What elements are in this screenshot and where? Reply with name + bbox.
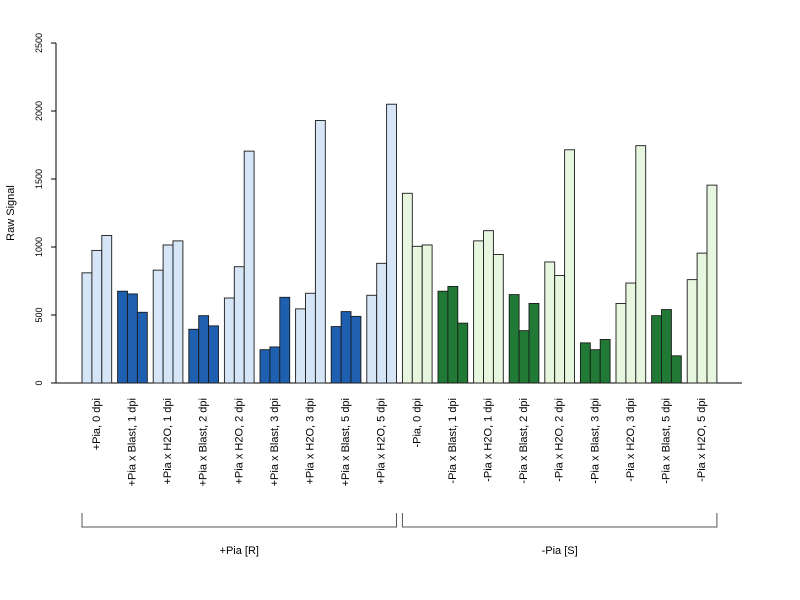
bar [615,302,627,384]
bar [492,254,504,384]
bar [386,103,397,384]
bar [564,149,575,384]
bar [81,272,93,384]
bar [340,311,352,384]
bar [661,309,672,384]
bar [554,275,566,384]
bar [208,325,219,384]
bar [401,192,413,384]
bar [136,311,148,384]
bar [670,355,682,384]
bar [706,184,718,384]
bar [305,292,316,384]
bar [314,120,326,384]
bar [330,326,342,384]
x-category-label: +Pia x Blast, 3 dpi [269,398,281,486]
bar [117,290,128,384]
bar [295,308,306,384]
bar [366,294,378,384]
x-category-label: +Pia x Blast, 2 dpi [198,398,210,486]
bar [127,293,138,384]
y-tick-label: 1000 [34,237,44,257]
bar [101,234,113,384]
x-category-label: +Pia x H2O, 3 dpi [304,398,316,485]
bar [152,269,164,384]
y-tick-label: 500 [34,307,44,322]
x-category-label: +Pia x Blast, 1 dpi [126,398,138,486]
bar [686,279,698,384]
x-category-label: -Pia x H2O, 5 dpi [696,398,708,482]
x-category-label: -Pia x Blast, 3 dpi [589,398,601,484]
bar [651,315,662,384]
bar [223,297,235,384]
group-bracket [81,513,397,528]
x-category-label: -Pia x Blast, 5 dpi [660,398,672,484]
group-bracket [401,513,718,528]
bar [518,330,530,384]
y-tick-label: 2500 [34,33,44,53]
bar [696,252,708,384]
bar [91,249,103,384]
bar [635,145,647,384]
bar [259,349,271,384]
x-category-label: -Pia, 0 dpi [411,398,423,448]
x-category-label: -Pia x H2O, 2 dpi [554,398,566,482]
x-category-label: -Pia x H2O, 1 dpi [482,398,494,482]
x-category-label: +Pia, 0 dpi [91,398,103,450]
bar [198,315,210,384]
y-tick-label: 0 [34,380,44,385]
y-axis-label: Raw Signal [5,185,17,241]
bar [243,150,255,384]
bar [172,240,184,384]
bar [437,290,449,384]
bar [457,322,469,384]
bar [625,282,637,384]
bar [188,328,200,384]
x-category-label: +Pia x H2O, 2 dpi [233,398,245,485]
bar [411,245,423,384]
bar [528,302,540,384]
x-category-label: +Pia x Blast, 5 dpi [340,398,352,486]
bar [544,261,556,384]
bar [589,349,601,384]
group-label: +Pia [R] [220,545,259,557]
bar [447,285,459,384]
bar [579,342,591,384]
x-category-label: -Pia x Blast, 1 dpi [447,398,459,484]
bar [269,346,281,384]
bar [233,266,245,384]
bar [599,339,611,384]
bar [508,294,520,384]
x-category-label: +Pia x H2O, 1 dpi [162,398,174,485]
y-tick-label: 2000 [34,101,44,121]
y-tick-label: 1500 [34,169,44,189]
x-category-label: -Pia x H2O, 3 dpi [625,398,637,482]
group-label: -Pia [S] [542,545,578,557]
x-category-label: -Pia x Blast, 2 dpi [518,398,530,484]
bar [162,244,174,384]
bar [473,240,484,384]
x-category-label: +Pia x H2O, 5 dpi [376,398,388,485]
bar [421,244,433,384]
bar [483,230,494,384]
bar [376,262,388,384]
bar [350,315,362,384]
bar [279,296,291,384]
